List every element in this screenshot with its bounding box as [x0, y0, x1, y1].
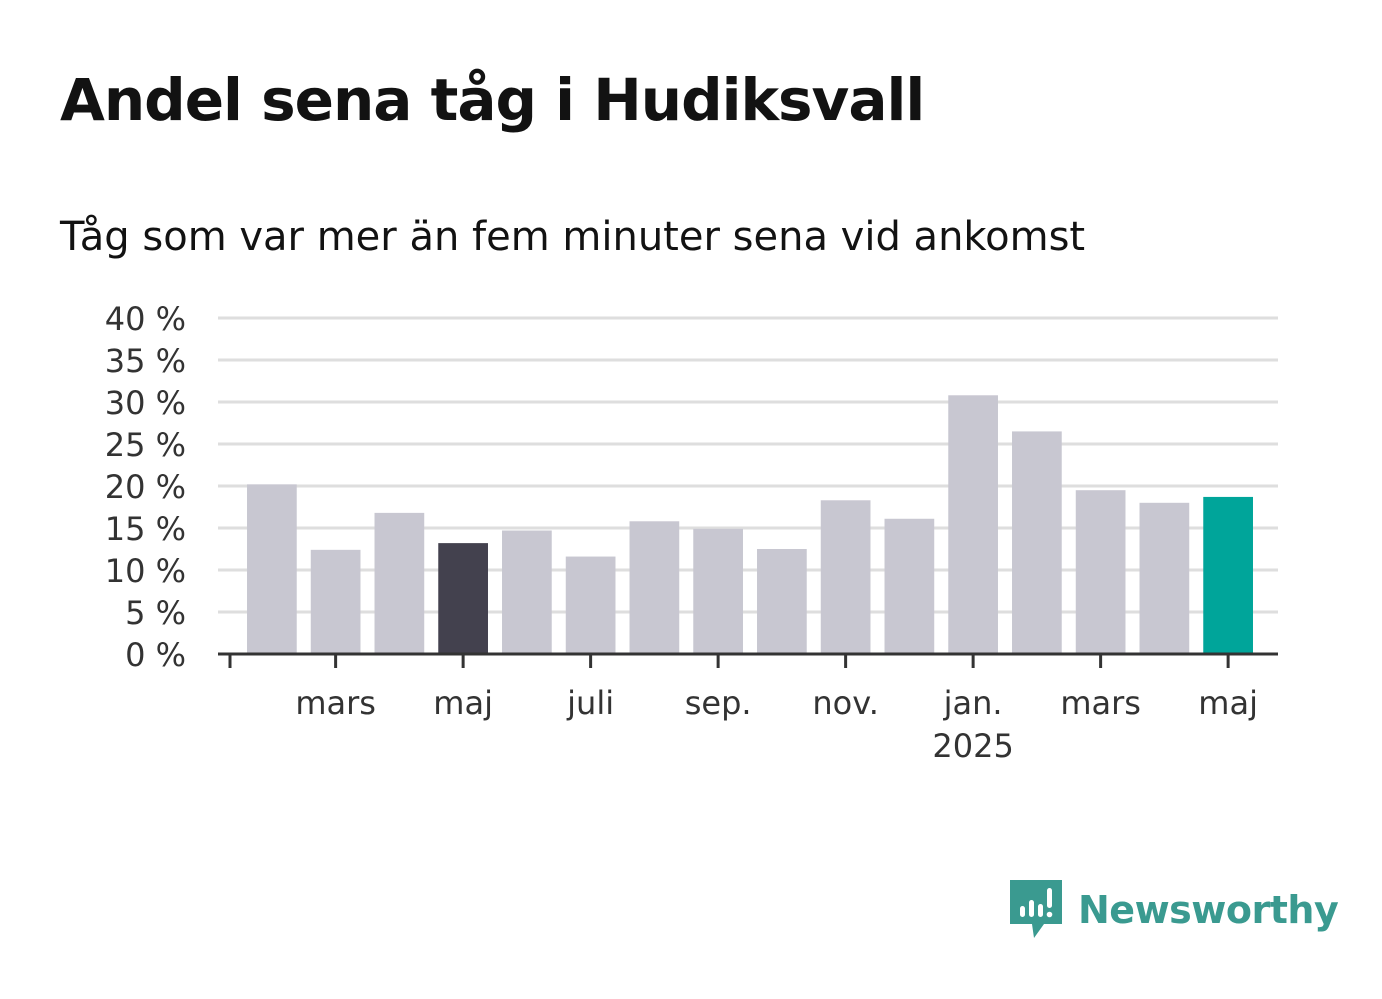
bar-2024-05[interactable] [438, 543, 488, 654]
y-tick-label: 0 % [125, 636, 186, 674]
gridlines [218, 316, 1278, 614]
bar-2024-07[interactable] [565, 556, 616, 654]
y-tick-label: 40 % [105, 300, 186, 338]
bar-2025-05[interactable] [1203, 496, 1253, 654]
bar-2024-09[interactable] [693, 528, 743, 654]
newsworthy-logo-icon [1010, 880, 1062, 938]
bar-2024-08[interactable] [629, 521, 680, 654]
x-tick-label: juli [566, 684, 614, 722]
y-tick-label: 30 % [105, 384, 186, 422]
bar-2024-06[interactable] [502, 530, 552, 654]
x-axis [218, 652, 1278, 668]
chart-subtitle: Tåg som var mer än fem minuter sena vid … [60, 214, 1086, 260]
bar-2024-02[interactable] [247, 484, 297, 654]
y-axis-tick-labels: 0 % 5 % 10 % 15 % 20 % 25 % 30 % 35 % 40 % [105, 300, 186, 674]
bar-2025-01[interactable] [948, 395, 998, 654]
x-tick-label: mars [295, 684, 376, 722]
x-tick-label: mars [1060, 684, 1141, 722]
x-tick-label: nov. [812, 684, 878, 722]
bar-2024-04[interactable] [374, 512, 425, 654]
x-axis-tick-labels: mars maj juli sep. nov. jan. 2025 mars maj [295, 684, 1258, 765]
brand-name: Newsworthy [1078, 888, 1339, 932]
bar-2025-03[interactable] [1075, 490, 1126, 654]
x-tick-label: sep. [685, 684, 752, 722]
y-tick-label: 15 % [105, 510, 186, 548]
x-tick-year-label: 2025 [932, 727, 1013, 765]
x-tick-label: maj [1198, 684, 1258, 722]
y-tick-label: 10 % [105, 552, 186, 590]
bar-2025-04[interactable] [1139, 502, 1190, 654]
bar-2024-10[interactable] [757, 549, 807, 654]
newsworthy-logo[interactable]: Newsworthy [1010, 880, 1339, 940]
bar-2024-12[interactable] [884, 518, 935, 654]
bar-2025-02[interactable] [1012, 431, 1062, 654]
y-tick-label: 35 % [105, 342, 186, 380]
x-tick-label: jan. [943, 684, 1003, 722]
bar-2024-03[interactable] [310, 549, 361, 654]
y-tick-label: 25 % [105, 426, 186, 464]
y-tick-label: 5 % [125, 594, 186, 632]
bars [247, 395, 1253, 654]
y-tick-label: 20 % [105, 468, 186, 506]
chart-title: Andel sena tåg i Hudiksvall [60, 66, 925, 134]
bar-2024-11[interactable] [820, 500, 871, 654]
x-tick-label: maj [433, 684, 493, 722]
